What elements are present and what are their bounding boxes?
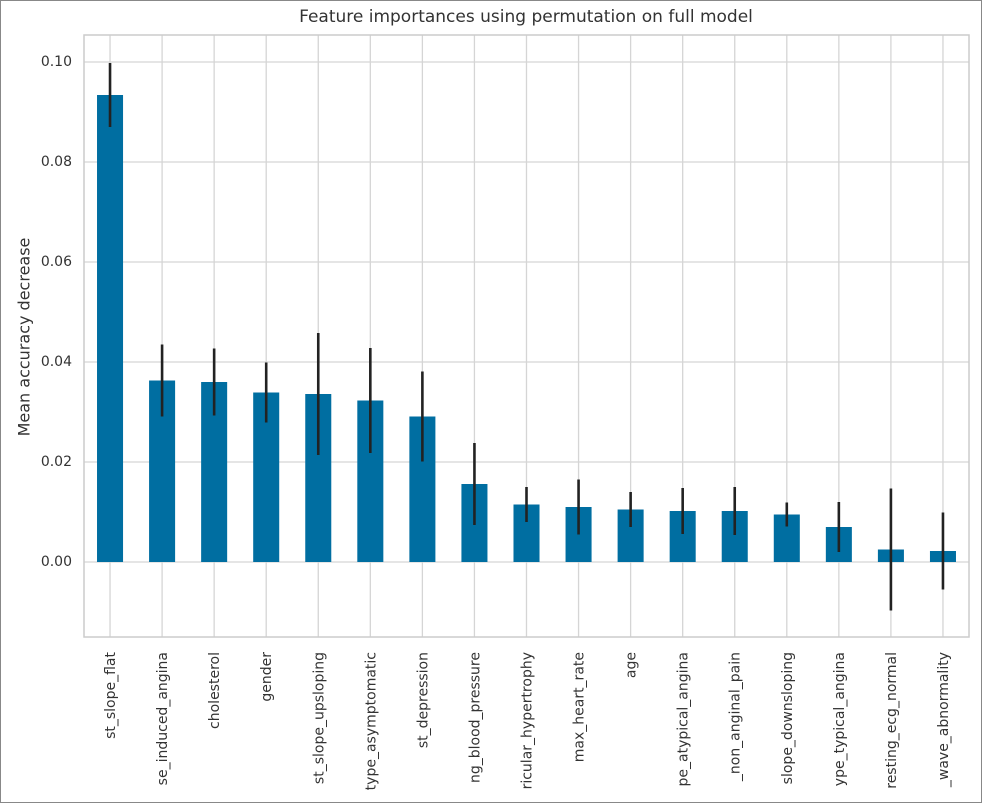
x-tick-label: se_induced_angina (155, 652, 171, 785)
chart-title: Feature importances using permutation on… (299, 7, 753, 27)
x-tick-label: cholesterol (207, 652, 223, 729)
x-tick-label: resting_ecg_normal (884, 652, 900, 789)
x-tick-label: ricular_hypertrophy (520, 652, 536, 789)
x-tick-label: st_slope_upsloping (311, 652, 327, 784)
y-tick-label: 0.10 (41, 54, 72, 70)
bar (97, 95, 124, 562)
x-tick-label: _wave_abnormality (936, 652, 952, 788)
y-tick-label: 0.08 (41, 154, 72, 170)
x-tick-label: pe_atypical_angina (676, 652, 692, 786)
y-tick-label: 0.00 (41, 554, 72, 570)
x-tick-label: max_heart_rate (572, 652, 588, 762)
x-tick-label: slope_downsloping (780, 652, 796, 784)
x-tick-label: ype_typical_angina (832, 652, 848, 786)
x-tick-label: gender (259, 652, 275, 702)
y-tick-label: 0.06 (41, 254, 72, 270)
plot-border (83, 34, 970, 638)
x-tick-label: type_asymptomatic (363, 652, 379, 790)
x-tick-label: _non_anginal_pain (728, 652, 744, 782)
plot (97, 63, 956, 611)
x-tick-label: st_slope_flat (103, 651, 119, 738)
y-tick-label: 0.02 (41, 454, 72, 470)
x-tick-label: age (624, 652, 640, 678)
x-tick-label: st_depression (415, 652, 431, 748)
y-axis-label: Mean accuracy decrease (15, 238, 34, 437)
x-tick-label: ng_blood_pressure (467, 652, 483, 783)
y-tick-label: 0.04 (41, 354, 72, 370)
